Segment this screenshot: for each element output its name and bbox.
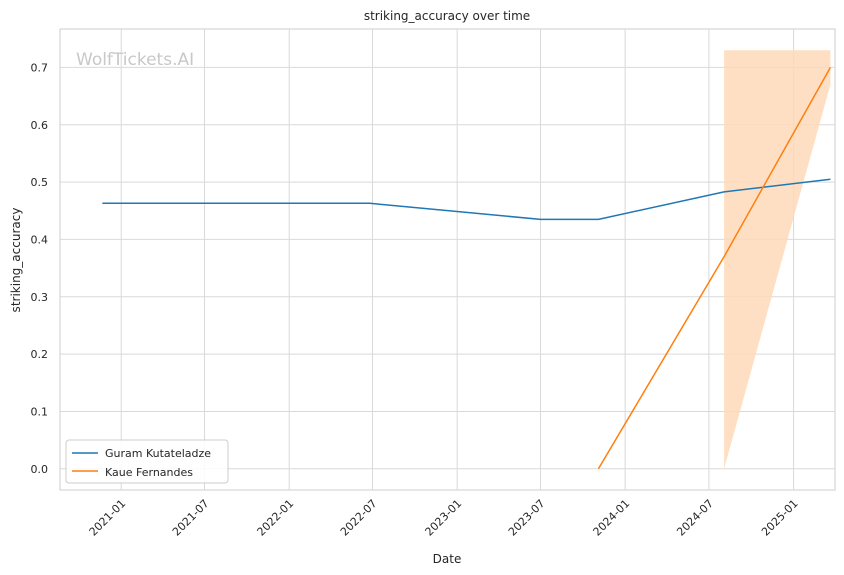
legend-label-guram-kutateladze: Guram Kutateladze: [105, 447, 211, 460]
x-tick-label: 2023-01: [423, 497, 465, 539]
x-tick-label: 2022-01: [255, 497, 297, 539]
x-tick-label: 2022-07: [338, 497, 380, 539]
x-tick-label: 2024-01: [591, 497, 633, 539]
x-tick-label: 2024-07: [674, 497, 716, 539]
watermark: WolfTickets.AI: [76, 50, 194, 70]
x-tick-label: 2021-01: [87, 497, 129, 539]
y-tick-label: 0.3: [31, 291, 49, 304]
confidence-bands: [724, 50, 831, 469]
y-tick-label: 0.1: [31, 405, 49, 418]
x-tick-label: 2023-07: [506, 497, 548, 539]
x-axis-ticks: 2021-01 2021-07 2022-01 2022-07 2023-01 2023-…: [87, 497, 801, 539]
y-axis-ticks: 0.0 0.1 0.2 0.3 0.4 0.5 0.6 0.7: [31, 61, 49, 475]
series-lines: [102, 67, 832, 470]
x-tick-label: 2021-07: [170, 497, 212, 539]
y-tick-label: 0.2: [31, 348, 49, 361]
grid: [60, 29, 835, 490]
y-tick-label: 0.7: [31, 61, 49, 74]
legend-label-kaue-fernandes: Kaue Fernandes: [105, 466, 193, 479]
y-tick-label: 0.5: [31, 176, 49, 189]
confidence-band-kaue-fernandes: [724, 50, 831, 469]
y-tick-label: 0.6: [31, 119, 49, 132]
series-line-kaue-fernandes: [597, 67, 832, 470]
legend-box: [65, 439, 229, 484]
plot-area: [59, 28, 836, 491]
chart-title: striking_accuracy over time: [364, 9, 530, 23]
series-line-guram-kutateladze: [102, 178, 831, 221]
legend: Guram Kutateladze Kaue Fernandes: [65, 439, 229, 484]
y-tick-label: 0.0: [31, 463, 49, 476]
y-tick-label: 0.4: [31, 233, 49, 246]
y-axis-label: striking_accuracy: [9, 208, 23, 313]
x-tick-label: 2025-01: [759, 497, 801, 539]
x-axis-label: Date: [433, 552, 462, 566]
